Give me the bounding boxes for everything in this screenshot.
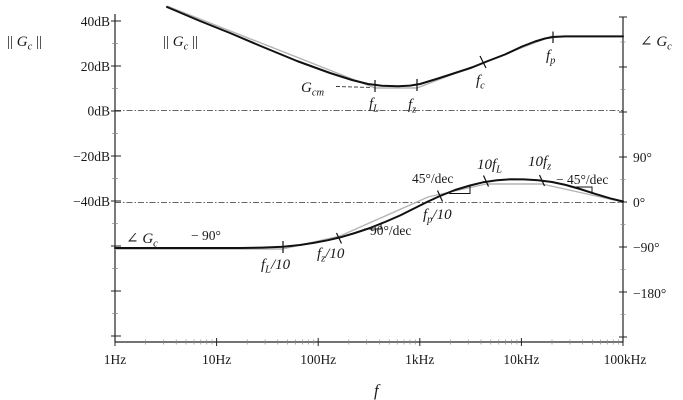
slope-90-label: 90°/dec xyxy=(370,223,411,238)
left-axis-major-ticks xyxy=(111,20,121,337)
x-axis-minor-ticks xyxy=(145,339,619,345)
ten-f-z-curve-tick xyxy=(538,174,546,187)
phase-curve-label: ∠ Gc xyxy=(126,231,158,250)
f-z-over10-curve-tick xyxy=(335,232,343,244)
db-tick-0: 0dB xyxy=(87,104,110,119)
f-c-curve-tick xyxy=(479,55,487,69)
freq-tick-10hz: 10Hz xyxy=(202,352,231,367)
db-tick-20: 20dB xyxy=(81,59,110,74)
phase-start-label: − 90° xyxy=(191,228,221,243)
slope-45-fall-indicator xyxy=(570,186,593,194)
f-z-label: fz xyxy=(408,97,416,116)
ten-f-z-label: 10fz xyxy=(528,154,551,173)
x-axis-major-ticks xyxy=(114,338,624,346)
right-axis-minor-ticks xyxy=(620,41,626,315)
phase-curve xyxy=(114,178,624,249)
f-c-label: fc xyxy=(476,73,485,92)
f-p-label: fp xyxy=(546,48,555,67)
slope-45-rise-indicator xyxy=(449,185,471,194)
freq-tick-100hz: 100Hz xyxy=(300,352,336,367)
slope-45-fall-label: − 45°/dec xyxy=(556,172,608,187)
g-cm-label: Gcm xyxy=(301,80,325,99)
deg-tick-minus180: −180° xyxy=(633,286,666,301)
f-p-over10-curve-tick xyxy=(436,190,444,202)
left-axis-title: || Gc || xyxy=(7,34,42,53)
right-axis-title: ∠ Gc xyxy=(640,34,672,53)
freq-tick-1khz: 1kHz xyxy=(405,352,434,367)
x-axis-title: f xyxy=(374,381,381,400)
slope-45-rise-label: 45°/dec xyxy=(412,171,453,186)
magnitude-curve xyxy=(166,6,624,88)
f-z-over10-label: fz/10 xyxy=(317,246,345,265)
db-tick-minus40: −40dB xyxy=(73,194,110,209)
freq-tick-10khz: 10kHz xyxy=(503,352,539,367)
freq-tick-1hz: 1Hz xyxy=(104,352,127,367)
freq-tick-100khz: 100kHz xyxy=(604,352,647,367)
g-cm-leader-line xyxy=(335,86,373,88)
deg-tick-90: 90° xyxy=(633,150,652,165)
slope-90-indicator xyxy=(364,222,382,230)
f-L-label: fL xyxy=(369,96,379,115)
deg-tick-0: 0° xyxy=(633,195,645,210)
db-tick-40: 40dB xyxy=(81,14,110,29)
magnitude-asymptote xyxy=(166,5,623,89)
db-tick-minus20: −20dB xyxy=(73,149,110,164)
ten-f-L-label: 10fL xyxy=(477,157,502,176)
magnitude-curve-label: || Gc || xyxy=(163,34,198,53)
f-L-over10-label: fL/10 xyxy=(261,257,291,276)
f-p-over10-label: fp/10 xyxy=(423,207,452,226)
left-axis-minor-ticks xyxy=(112,43,118,314)
ten-f-L-curve-tick xyxy=(482,175,490,187)
deg-tick-minus90: −90° xyxy=(633,240,660,255)
